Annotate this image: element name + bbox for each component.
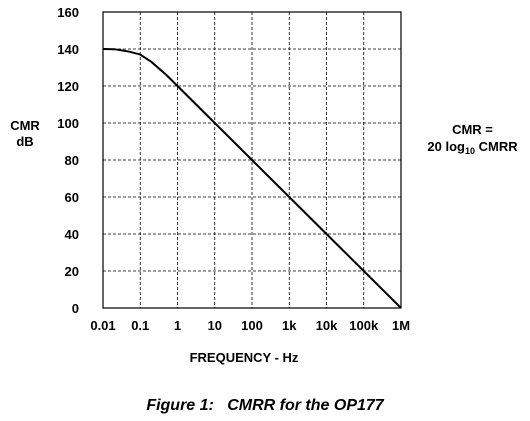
y-tick-label: 160: [57, 5, 79, 20]
x-axis-label: FREQUENCY - Hz: [190, 350, 299, 365]
x-tick-label: 0.1: [131, 318, 149, 333]
x-tick-label: 10k: [316, 318, 338, 333]
y-tick-label: 120: [57, 79, 79, 94]
figure-caption: Figure 1: CMRR for the OP177: [146, 397, 384, 414]
cmr-formula-annotation: CMR = 20 log10 CMRR: [425, 121, 520, 160]
x-tick-label: 100k: [349, 318, 379, 333]
x-tick-label: 0.01: [90, 318, 115, 333]
y-tick-labels: 0 20 40 60 80 100 120 140 160: [57, 5, 79, 316]
plot-frame: [102, 11, 402, 309]
y-tick-label: 140: [57, 42, 79, 57]
y-tick-label: 0: [72, 301, 79, 316]
formula-line1: CMR =: [452, 122, 493, 137]
y-tick-label: 20: [65, 264, 79, 279]
y-tick-label: 80: [65, 153, 79, 168]
y-axis-label-line1: CMR: [10, 118, 40, 133]
x-tick-label: 1M: [392, 318, 410, 333]
cmr-curve: [102, 48, 402, 309]
x-tick-label: 100: [241, 318, 263, 333]
x-tick-label: 10: [208, 318, 222, 333]
formula-line2: 20 log10 CMRR: [427, 139, 518, 156]
y-tick-label: 60: [65, 190, 79, 205]
y-axis-label-line2: dB: [16, 134, 33, 149]
x-tick-label: 1k: [282, 318, 297, 333]
y-tick-label: 100: [57, 116, 79, 131]
y-tick-label: 40: [65, 227, 79, 242]
x-tick-labels: 0.01 0.1 1 10 100 1k 10k 100k 1M: [90, 318, 410, 333]
x-tick-label: 1: [174, 318, 181, 333]
